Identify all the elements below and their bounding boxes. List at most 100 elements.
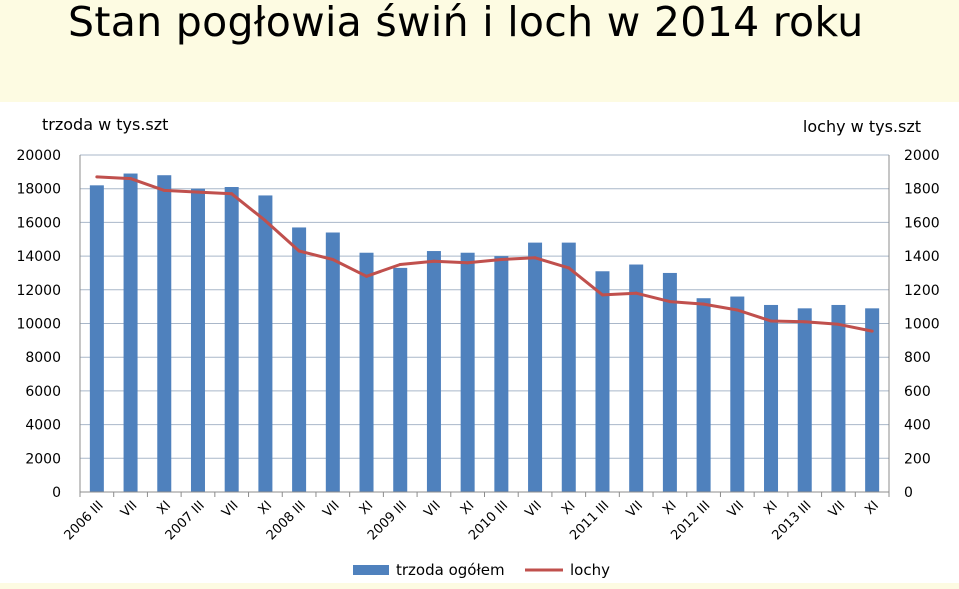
gridlines xyxy=(80,154,889,493)
line-point xyxy=(499,257,503,261)
bar xyxy=(89,185,104,492)
bar xyxy=(561,242,576,492)
bar xyxy=(157,175,172,492)
y-left-tick-label: 10000 xyxy=(16,317,61,333)
x-tick-label: VII xyxy=(320,498,342,520)
line-point xyxy=(196,190,200,194)
legend-swatch-trzoda xyxy=(353,565,389,575)
x-tick-label: VII xyxy=(624,498,646,520)
line-point xyxy=(769,319,773,323)
y-right-tick-label: 1600 xyxy=(904,215,940,231)
left-axis-title: trzoda w tys.szt xyxy=(42,115,168,134)
line-point xyxy=(567,266,571,270)
y-left-tick-label: 6000 xyxy=(25,384,61,400)
y-left-tick-label: 18000 xyxy=(16,182,61,198)
y-right-tick-label: 1800 xyxy=(904,182,940,198)
x-tick-label: VII xyxy=(118,498,140,520)
slide-title-bar: Stan pogłowia świń i loch w 2014 roku xyxy=(0,0,959,102)
y-right-tick-label: 1400 xyxy=(904,249,940,265)
bar xyxy=(764,304,779,492)
x-tick-label: VII xyxy=(219,498,241,520)
y-left-tick-label: 0 xyxy=(52,485,61,501)
x-tick-label: VII xyxy=(523,498,545,520)
x-tick-label: XI xyxy=(154,498,174,518)
combo-chart: 0 0 2000 200 4000 400 6000 600 8000 800 10000 1000 1… xyxy=(16,115,940,579)
bar xyxy=(359,252,374,492)
y-left-tick-label: 12000 xyxy=(16,283,61,299)
y-right-tick-label: 1000 xyxy=(904,317,940,333)
bar xyxy=(865,308,880,492)
y-right-tick-label: 0 xyxy=(904,485,913,501)
line-lochy xyxy=(95,175,874,333)
line-point xyxy=(600,293,604,297)
bar xyxy=(460,252,475,492)
y-right-tick-label: 1200 xyxy=(904,283,940,299)
y-right-tick-label: 200 xyxy=(904,451,931,467)
bar xyxy=(831,304,846,492)
y-right-tick-label: 2000 xyxy=(904,148,940,164)
x-tick-label: VII xyxy=(725,498,747,520)
line-point xyxy=(668,300,672,304)
line-point xyxy=(432,259,436,263)
x-tick-label: XI xyxy=(761,498,781,518)
bar xyxy=(797,308,812,492)
legend: trzoda ogółem lochy xyxy=(353,561,610,579)
legend-label-trzoda: trzoda ogółem xyxy=(396,561,505,579)
bar xyxy=(696,298,711,492)
x-tick-label: XI xyxy=(862,498,882,518)
x-tick-label: XI xyxy=(357,498,377,518)
bar xyxy=(123,173,138,492)
line-point xyxy=(129,177,133,181)
line-point xyxy=(95,175,99,179)
line-point xyxy=(803,320,807,324)
bar xyxy=(292,227,307,492)
x-tick-label: VII xyxy=(826,498,848,520)
x-tick-label: XI xyxy=(559,498,579,518)
bar xyxy=(190,188,205,492)
line-point xyxy=(870,329,874,333)
line-point xyxy=(836,322,840,326)
x-tick-label: XI xyxy=(256,498,276,518)
x-tick-label: 2006 III xyxy=(62,498,107,543)
bottom-strip xyxy=(0,583,959,589)
y-left-tick-label: 4000 xyxy=(25,418,61,434)
x-tick-label: VII xyxy=(421,498,443,520)
line-series-lochy xyxy=(96,175,873,333)
bar xyxy=(393,267,408,492)
line-point xyxy=(466,261,470,265)
bar xyxy=(426,251,441,492)
bar xyxy=(662,272,677,492)
y-left-tick-label: 2000 xyxy=(25,451,61,467)
line-point xyxy=(365,274,369,278)
legend-label-lochy: lochy xyxy=(570,561,610,579)
y-left-tick-label: 14000 xyxy=(16,249,61,265)
line-point xyxy=(230,192,234,196)
y-left-tick-label: 16000 xyxy=(16,215,61,231)
line-point xyxy=(162,188,166,192)
y-left-tick-label: 20000 xyxy=(16,148,61,164)
line-point xyxy=(297,249,301,253)
y-right-tick-label: 400 xyxy=(904,418,931,434)
line-point xyxy=(331,257,335,261)
line-point xyxy=(398,263,402,267)
line-point xyxy=(735,308,739,312)
y-right-tick-label: 800 xyxy=(904,350,931,366)
chart-panel: 0 0 2000 200 4000 400 6000 600 8000 800 10000 1000 1… xyxy=(0,102,959,583)
line-point xyxy=(634,291,638,295)
bar xyxy=(595,271,610,492)
bar xyxy=(325,232,340,492)
slide-title: Stan pogłowia świń i loch w 2014 roku xyxy=(68,0,864,46)
bar xyxy=(494,256,509,492)
y-left-tick-label: 8000 xyxy=(25,350,61,366)
bar xyxy=(528,242,543,492)
line-point xyxy=(533,256,537,260)
bars-trzoda xyxy=(89,173,880,492)
y-right-tick-label: 600 xyxy=(904,384,931,400)
bar xyxy=(730,296,745,492)
line-point xyxy=(702,302,706,306)
bar xyxy=(224,187,239,492)
right-axis-title: lochy w tys.szt xyxy=(803,117,921,136)
x-tick-label: XI xyxy=(458,498,478,518)
bar xyxy=(629,264,644,492)
bar xyxy=(258,195,273,492)
